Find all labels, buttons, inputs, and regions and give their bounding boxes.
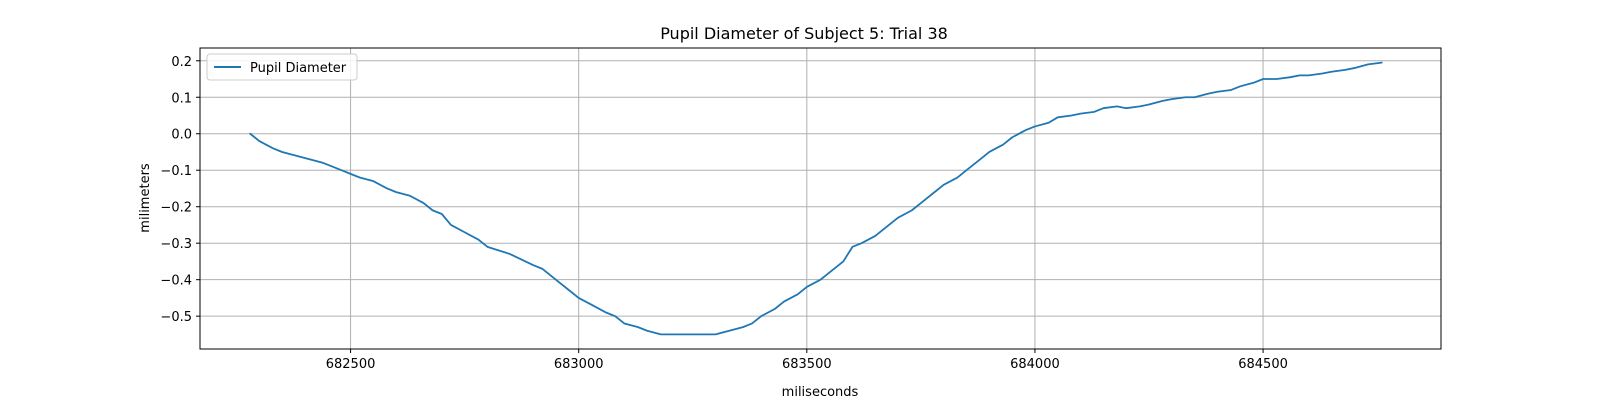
x-tick-label: 684000: [1010, 357, 1060, 372]
x-tick-label: 683000: [554, 357, 604, 372]
x-tick-label: 684500: [1238, 357, 1288, 372]
grid-layer: [200, 48, 1441, 349]
y-tick-label: −0.5: [160, 310, 192, 325]
plot-frame: [199, 47, 1442, 350]
series-line-pupil-diameter: [249, 61, 1383, 336]
x-axis-label: miliseconds: [782, 385, 859, 400]
y-tick-label: −0.3: [160, 237, 192, 252]
y-tick-label: −0.4: [160, 274, 192, 289]
ticks-layer: 682500 683000 683500 684000 684500 0.2 0.1 0.0 −…: [160, 55, 1287, 372]
y-tick-label: −0.2: [160, 201, 192, 216]
x-tick-label: 682500: [326, 357, 376, 372]
y-tick-label: 0.0: [171, 128, 192, 143]
legend-box: [206, 53, 358, 81]
x-tick-label: 683500: [782, 357, 832, 372]
series-layer: [249, 61, 1383, 336]
y-tick-label: 0.2: [171, 55, 192, 70]
chart-title: Pupil Diameter of Subject 5: Trial 38: [660, 24, 948, 43]
y-tick-label: −0.1: [160, 164, 192, 179]
legend-label: Pupil Diameter: [250, 61, 347, 76]
y-tick-label: 0.1: [171, 91, 192, 106]
y-axis-label: milimeters: [138, 163, 153, 233]
legend: Pupil Diameter: [206, 53, 358, 81]
